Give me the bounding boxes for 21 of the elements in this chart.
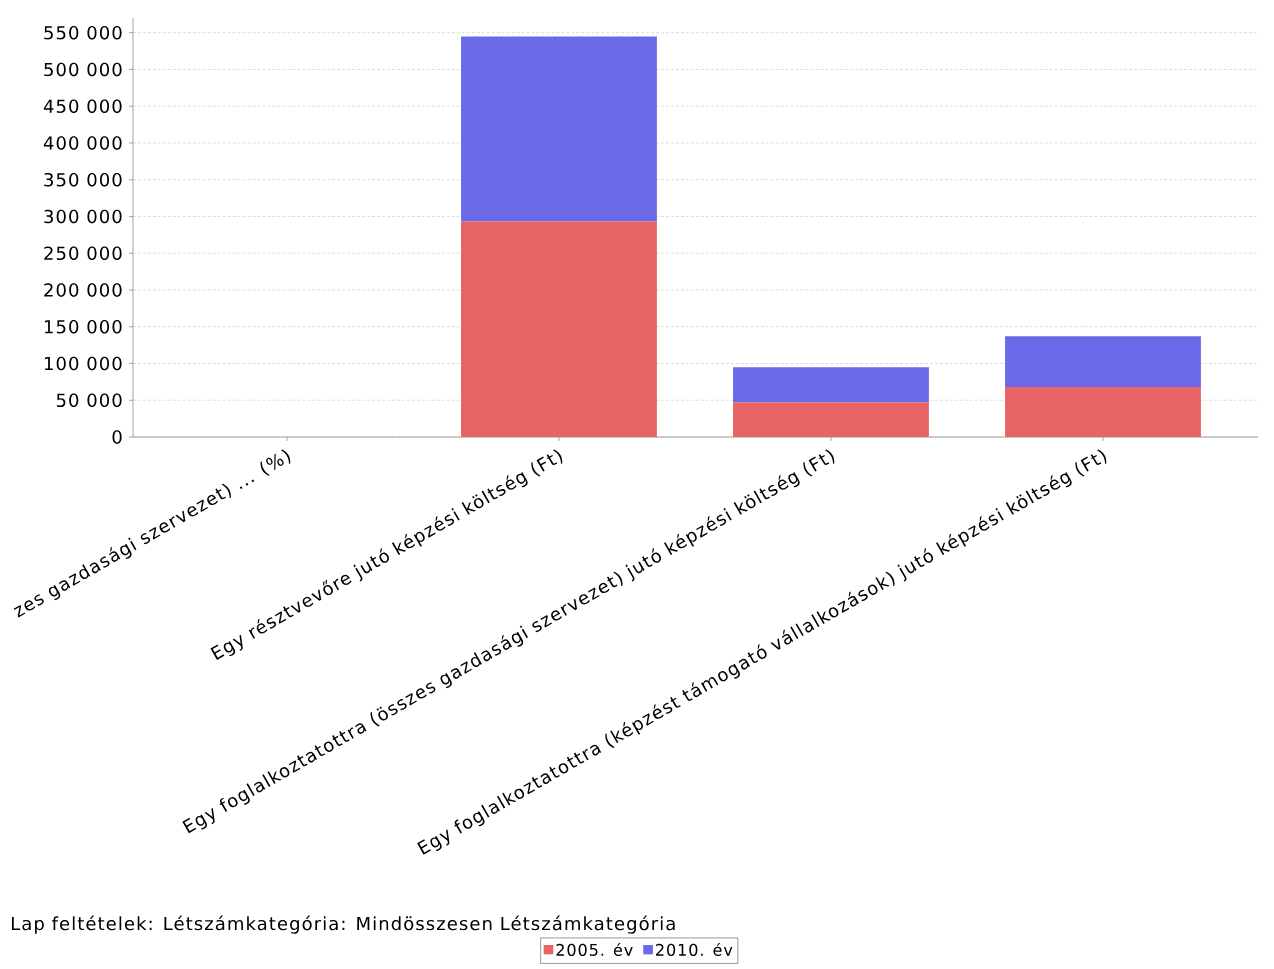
- y-tick-label: 450 000: [43, 99, 122, 114]
- text: Lap feltételek: Létszámkategória: Mindösszesen Létszámkategória: [11, 915, 675, 934]
- y-tick-label: 550 000: [44, 25, 122, 40]
- y-tick-label: 0: [112, 430, 122, 444]
- y-tick-label: 500 000: [44, 62, 122, 77]
- bar: [1005, 336, 1201, 388]
- y-tick-label: 100 000: [44, 356, 122, 371]
- legend-label: 2005. év: [556, 942, 633, 956]
- y-tick-label: 200 000: [44, 283, 122, 297]
- bar: [461, 221, 657, 437]
- legend-label: 2010. év: [656, 942, 733, 956]
- bar: [733, 402, 929, 437]
- bar: [461, 36, 657, 222]
- y-tick-label: 350 000: [44, 172, 122, 187]
- y-tick-label: 400 000: [43, 136, 122, 150]
- y-tick-label: 300 000: [44, 209, 122, 224]
- y-tick-label: 150 000: [44, 319, 122, 334]
- bar: [1005, 387, 1201, 437]
- y-tick-label: 250 000: [44, 246, 122, 261]
- y-tick-label: 50 000: [56, 393, 122, 408]
- bar: [733, 367, 929, 403]
